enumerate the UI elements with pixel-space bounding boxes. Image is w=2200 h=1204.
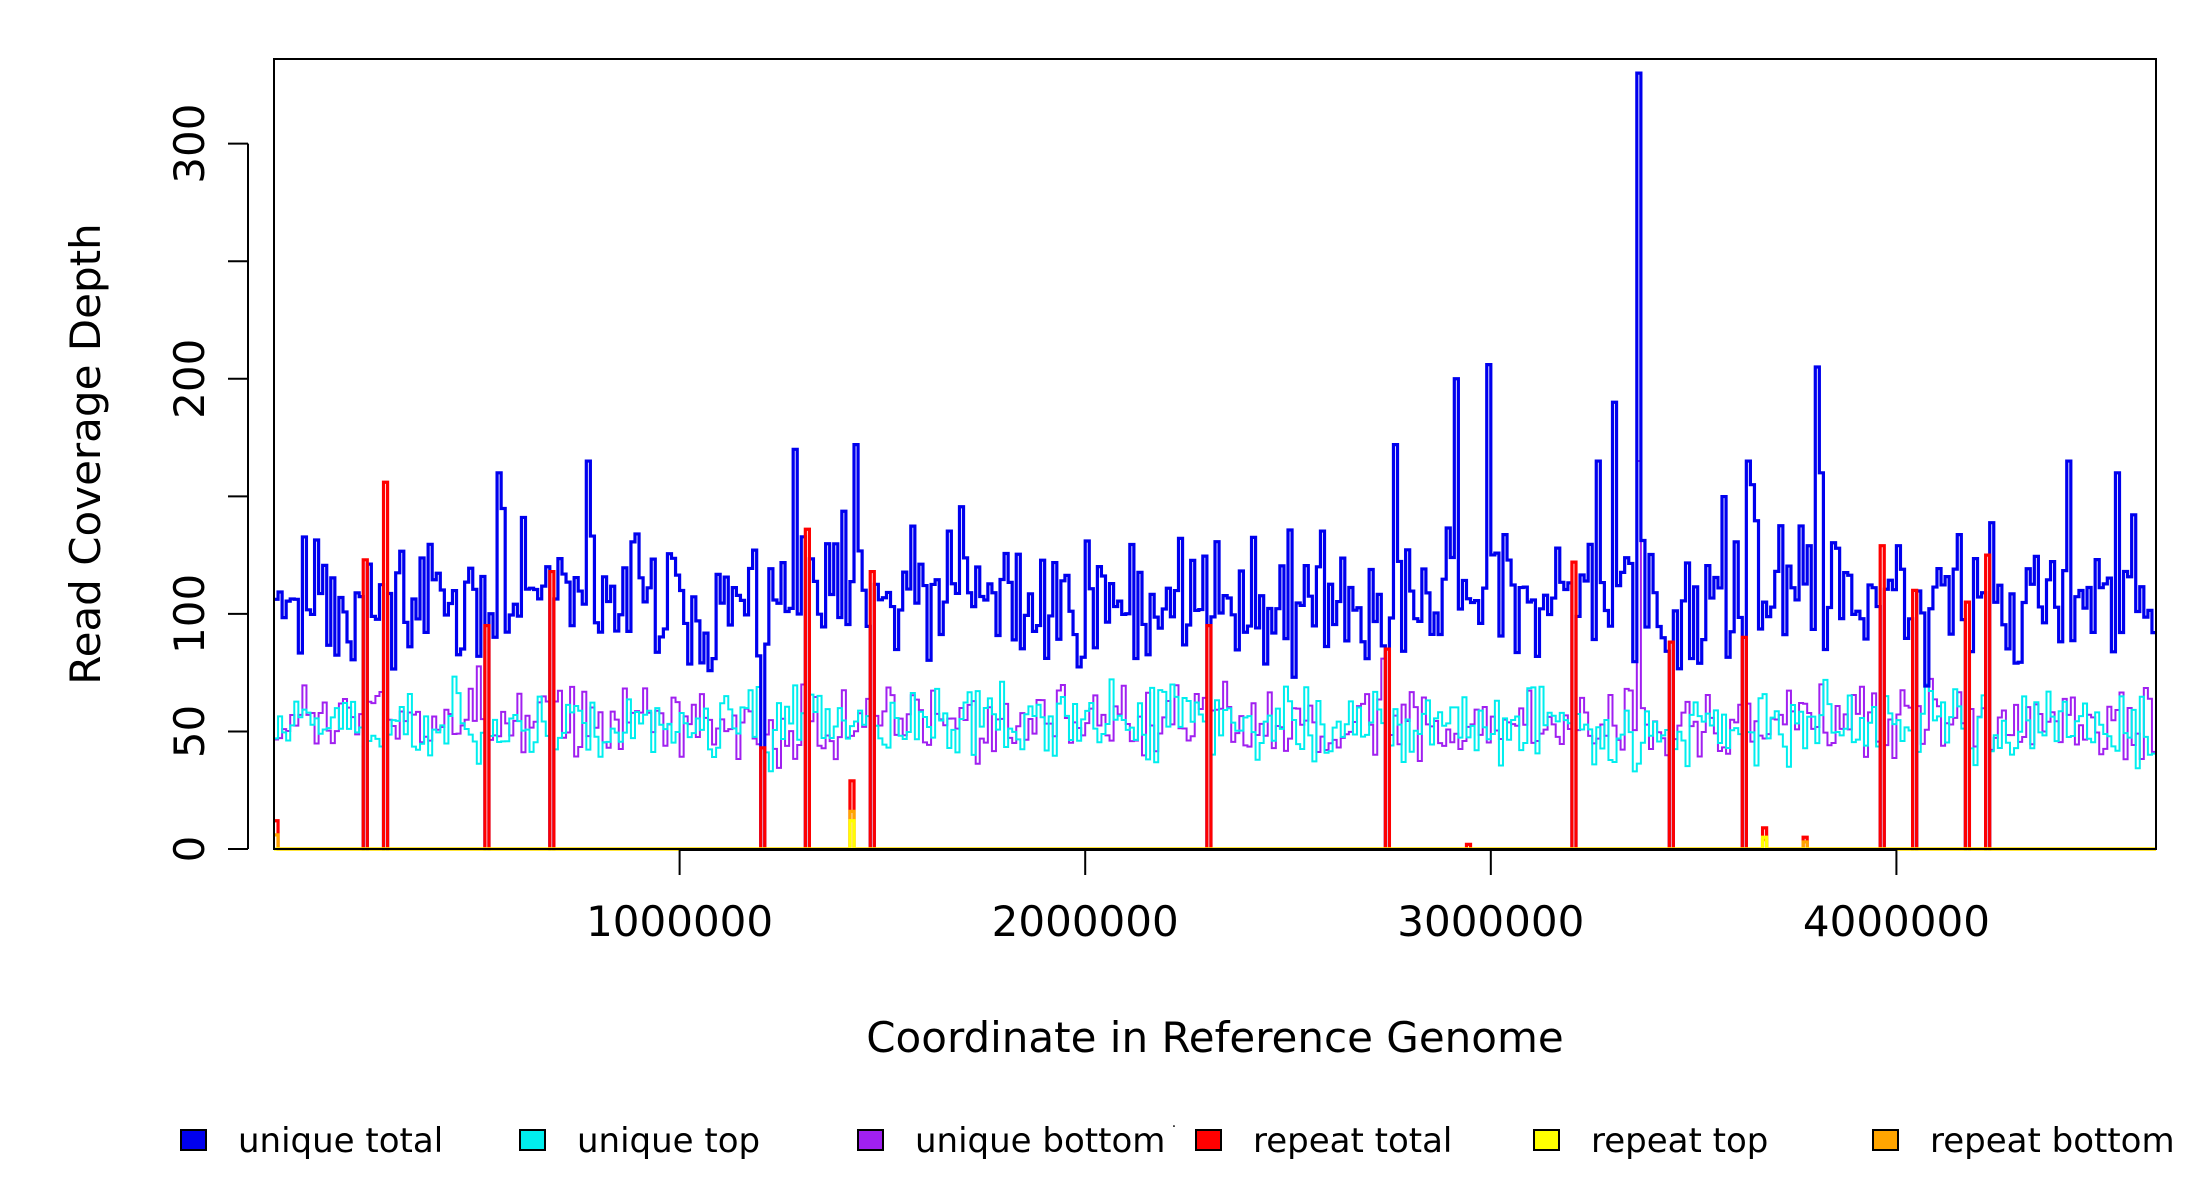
x-axis-label: Coordinate in Reference Genome <box>866 1013 1564 1062</box>
legend-label: unique total <box>238 1121 443 1161</box>
legend-item-unique-bottom: unique bottom <box>857 1121 1165 1161</box>
x-tick-label: 2000000 <box>992 897 1179 946</box>
legend-swatch <box>1872 1129 1899 1151</box>
series-layer <box>274 71 2156 851</box>
legend-label: repeat total <box>1253 1121 1452 1161</box>
legend-swatch <box>519 1129 546 1151</box>
legend-item-unique-top: unique top <box>519 1121 760 1161</box>
legend-label: unique bottom <box>915 1121 1165 1161</box>
legend: unique total unique top unique bottom repea… <box>180 1121 2175 1161</box>
y-axis-label: Read Coverage Depth <box>61 223 110 684</box>
y-tick-label: 300 <box>165 104 214 184</box>
legend-label: repeat bottom <box>1930 1121 2175 1161</box>
legend-swatch <box>857 1129 884 1151</box>
stray-mark: · <box>1172 1119 1176 1135</box>
y-tick-label: 50 <box>165 705 214 758</box>
y-axis: 0 50 100 200 300 <box>165 104 249 863</box>
series-line-repeat-total <box>274 480 2156 851</box>
legend-swatch <box>180 1129 207 1151</box>
series-line-unique-top <box>274 675 2156 850</box>
legend-label: repeat top <box>1591 1121 1768 1161</box>
y-tick-label: 0 <box>165 836 214 863</box>
x-tick-label: 3000000 <box>1397 897 1584 946</box>
legend-item-repeat-bottom: repeat bottom <box>1872 1121 2175 1161</box>
series-line-repeat-top <box>274 819 2156 851</box>
legend-item-repeat-top: repeat top <box>1533 1121 1768 1161</box>
series-line-unique-bottom <box>274 460 2156 850</box>
y-tick-label: 100 <box>165 574 214 654</box>
legend-item-unique-total: unique total <box>180 1121 443 1161</box>
legend-item-repeat-total: repeat total <box>1195 1121 1452 1161</box>
series-line-unique-total <box>274 71 2156 851</box>
x-axis: 1000000 2000000 3000000 4000000 <box>586 849 1990 946</box>
x-tick-label: 4000000 <box>1803 897 1990 946</box>
legend-label: unique top <box>577 1121 760 1161</box>
legend-swatch <box>1195 1129 1222 1151</box>
legend-swatch <box>1533 1129 1560 1151</box>
x-tick-label: 1000000 <box>586 897 773 946</box>
y-tick-label: 200 <box>165 339 214 419</box>
series-line-repeat-bottom <box>274 809 2156 851</box>
